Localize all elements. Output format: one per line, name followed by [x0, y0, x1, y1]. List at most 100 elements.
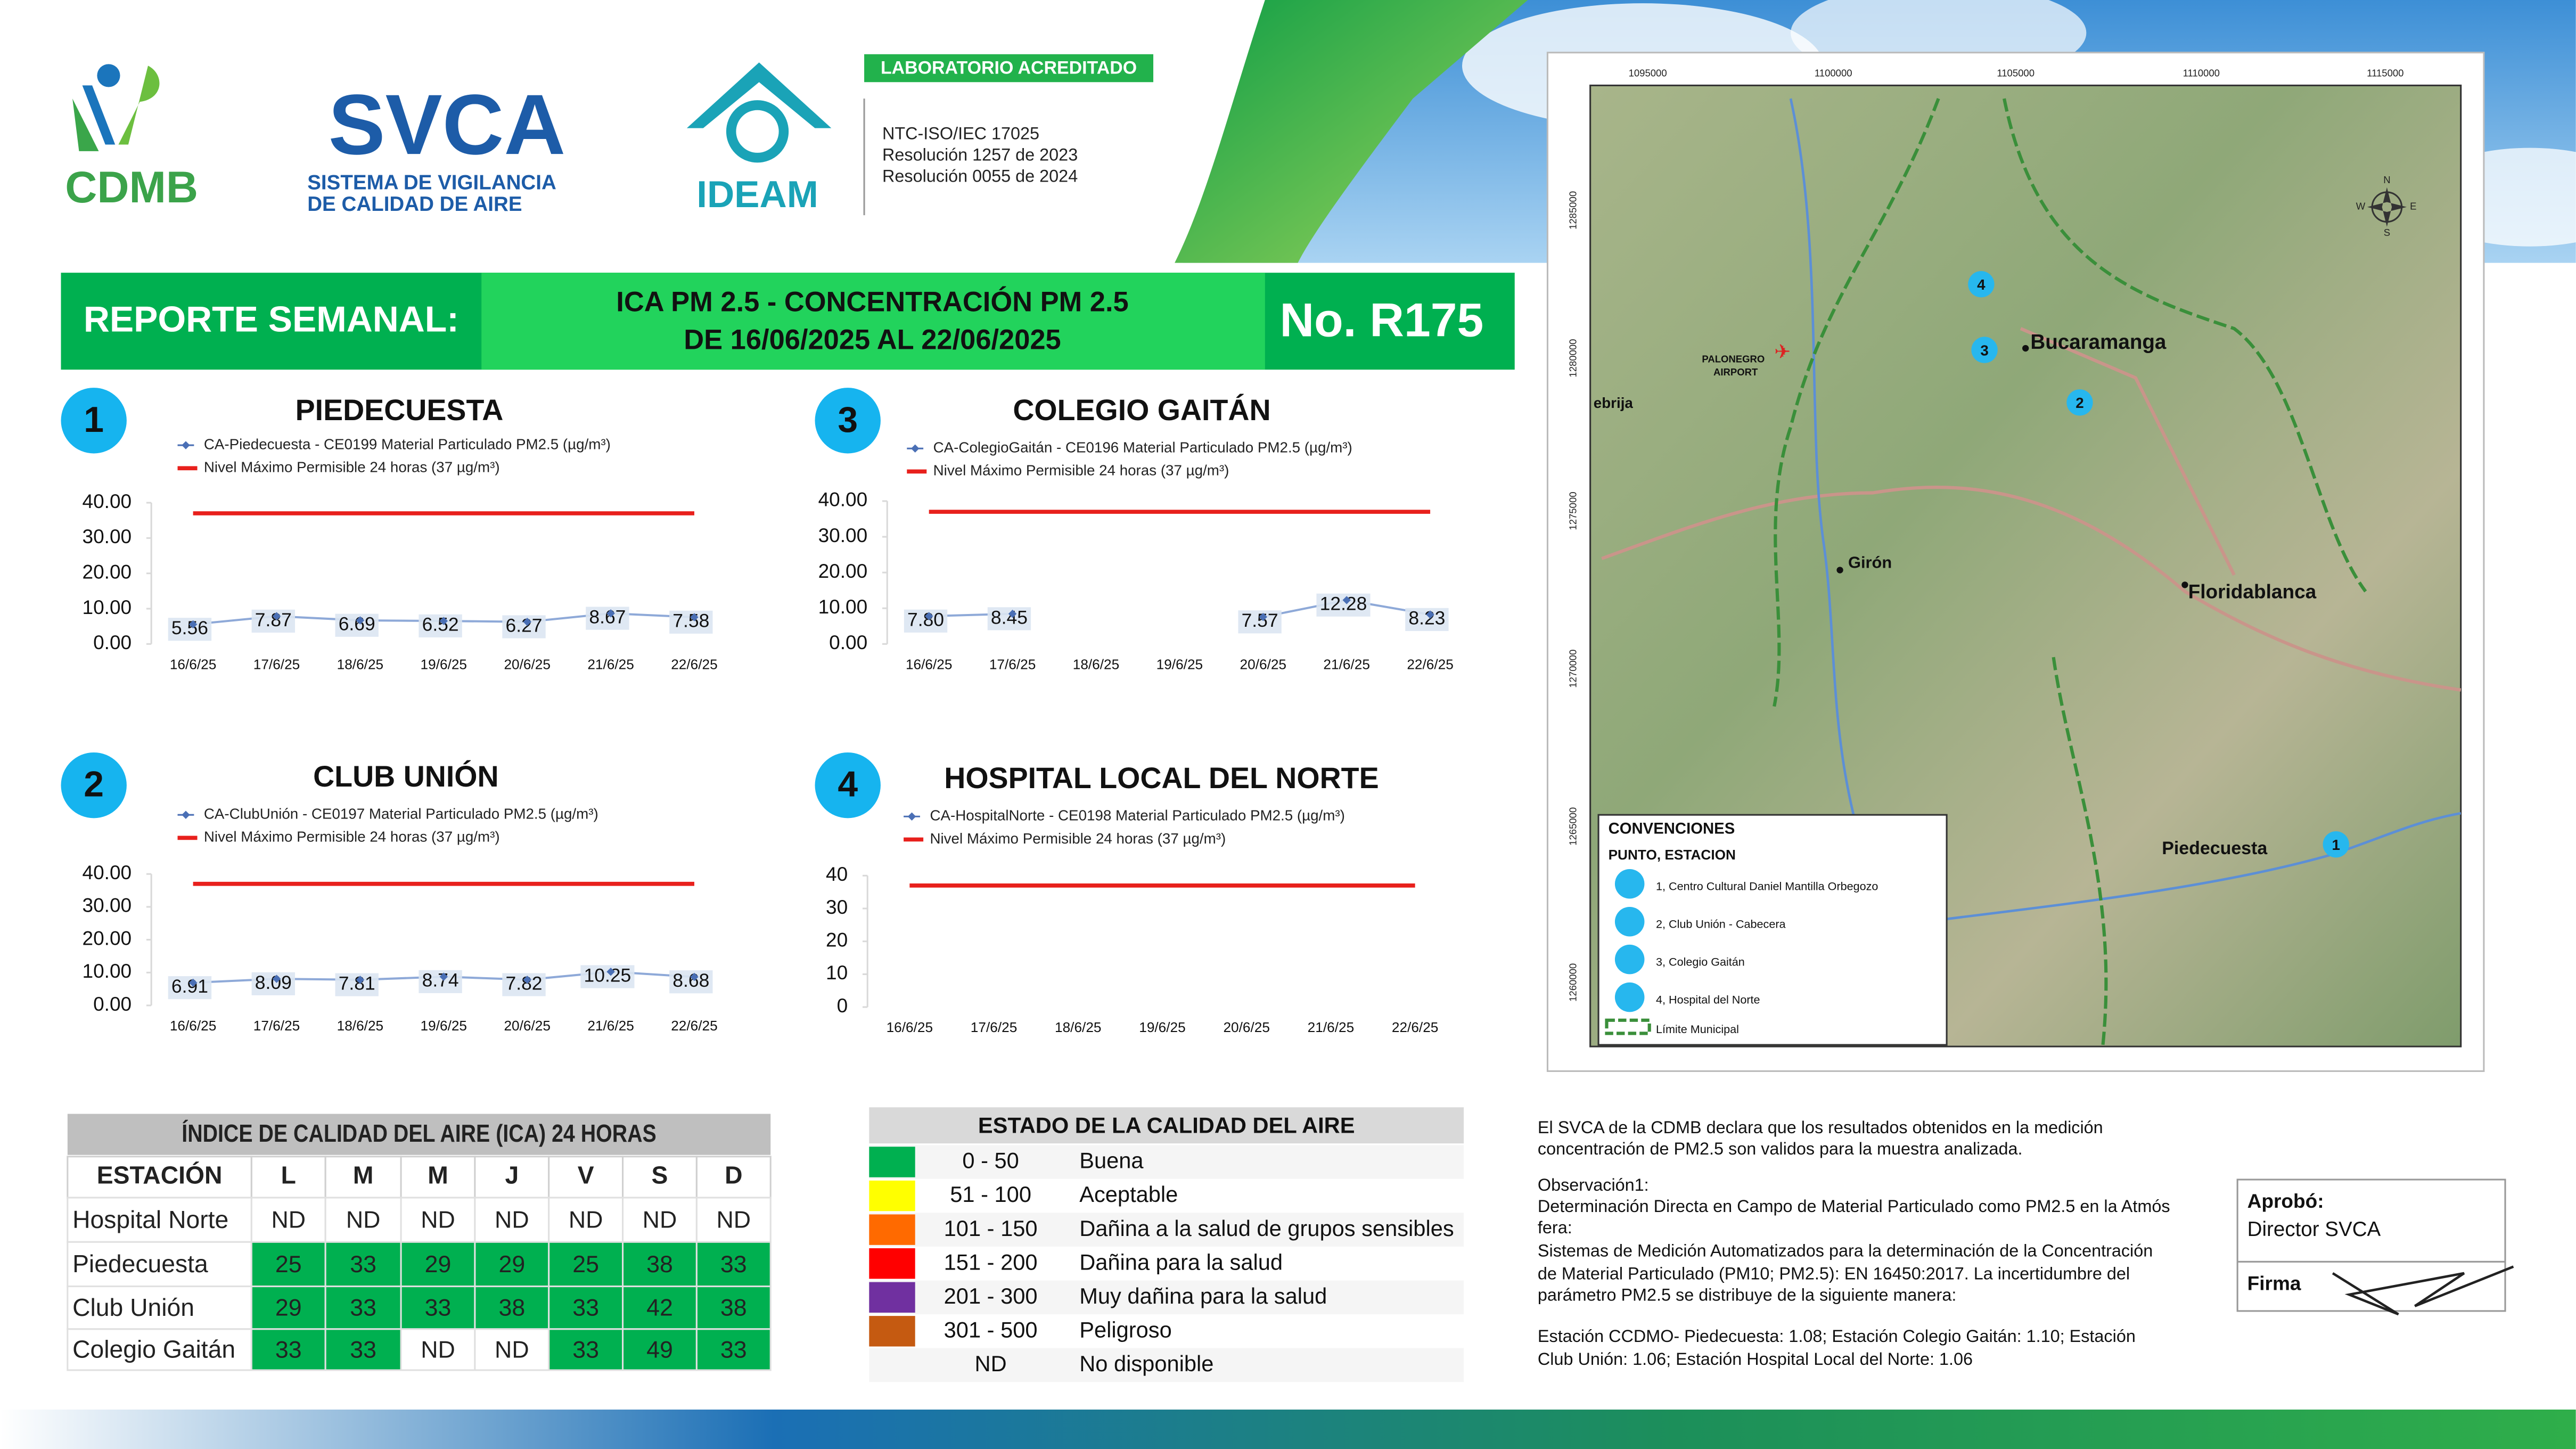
data-point [690, 613, 699, 621]
table-cell [474, 1197, 550, 1243]
chart-badge-number: 2 [84, 765, 104, 805]
value-label-background [335, 613, 379, 637]
status-row-background [869, 1348, 1464, 1382]
compass-letter: N [2383, 174, 2390, 185]
banner-title: ICA PM 2.5 - CONCENTRACIÓN PM 2.5 [616, 287, 1128, 318]
signature [2332, 1265, 2514, 1316]
map-x-coordinate: 1110000 [2183, 68, 2220, 79]
station-marker [2066, 389, 2093, 416]
header-cell-text: S [652, 1161, 668, 1189]
map-legend [1597, 814, 1948, 1046]
line-chart: 1 PIEDECUESTA CA-Piedecuesta - CE0199 Mate… [61, 388, 718, 672]
ica-value: 38 [646, 1251, 673, 1278]
chart-title: HOSPITAL LOCAL DEL NORTE [944, 762, 1379, 795]
y-tick-label: 0.00 [829, 631, 867, 653]
data-point [523, 976, 531, 984]
legend-label: Nivel Máximo Permisible 24 horas (37 µg/… [204, 459, 500, 476]
compass-letter: W [2356, 201, 2366, 212]
value-label: 7.87 [255, 609, 292, 631]
value-label-background [1238, 610, 1282, 634]
ica-value: ND [569, 1207, 603, 1233]
value-label-background [1316, 593, 1371, 617]
note-line: Sistemas de Medición Automatizados para … [1538, 1241, 2153, 1260]
chart-badge-number: 4 [838, 765, 858, 805]
table-cell [548, 1197, 624, 1243]
header-cell [695, 1156, 772, 1199]
value-label-background [586, 607, 629, 630]
map-legend-item: 1, Centro Cultural Daniel Mantilla Orbeg… [1656, 880, 1878, 893]
table-title: ESTADO DE LA CALIDAD DEL AIRE [978, 1112, 1355, 1137]
municipal-boundary [2003, 98, 2367, 1047]
map-y-coordinate: 1280000 [1568, 339, 1579, 378]
value-label-background [168, 976, 212, 1000]
note-line: parámetro PM2.5 se distribuye de la sigu… [1538, 1286, 1956, 1305]
compass [2367, 187, 2407, 227]
logo-shape [686, 62, 832, 128]
ica-value: 29 [275, 1295, 302, 1321]
table-cell [622, 1328, 698, 1371]
x-tick-label: 22/6/25 [671, 1018, 717, 1034]
footer-bar [0, 1409, 2576, 1449]
status-color [869, 1147, 915, 1177]
map-y-coordinate: 1285000 [1568, 191, 1579, 230]
value-label-background [580, 965, 635, 988]
status-label: Aceptable [1079, 1182, 1178, 1207]
status-color [869, 1282, 915, 1313]
value-label-background [335, 973, 379, 996]
legend-station-marker [1614, 982, 1645, 1012]
status-row-background [869, 1145, 1464, 1179]
y-tick-label: 40.00 [82, 490, 132, 512]
compass-star [2367, 187, 2407, 227]
station-marker [1971, 337, 1998, 363]
map-y-coordinate: 1260000 [1568, 963, 1579, 1002]
y-tick-label: 40 [826, 863, 848, 885]
status-row-background [869, 1246, 1464, 1281]
value-label-background [168, 618, 212, 641]
value-label: 8.09 [255, 972, 292, 993]
note-line: El SVCA de la CDMB declara que los resul… [1538, 1118, 2103, 1137]
boundary-swatch [1605, 1018, 1651, 1035]
ica-value: ND [421, 1207, 455, 1233]
ica-value: ND [717, 1207, 751, 1233]
data-point [272, 612, 281, 620]
table-cell [324, 1197, 402, 1243]
logo-shape [726, 100, 789, 163]
accreditation-text: NTC-ISO/IEC 17025 [882, 124, 1039, 143]
legend-label: Nivel Máximo Permisible 24 horas (37 µg/… [204, 829, 500, 845]
value-label: 8.23 [1408, 608, 1445, 629]
station-number: 3 [1980, 342, 1988, 359]
status-color [869, 1248, 915, 1279]
x-tick-label: 18/6/25 [1055, 1019, 1101, 1035]
table-cell [622, 1241, 698, 1288]
map-x-coordinate: 1095000 [1629, 68, 1667, 79]
ica-value: 33 [572, 1337, 599, 1363]
line-chart: 3 COLEGIO GAITÁN CA-ColegioGaitán - CE0196… [815, 388, 1454, 672]
data-point [188, 978, 198, 987]
header-cell-text: L [281, 1161, 296, 1189]
value-label: 7.81 [339, 972, 375, 994]
chart-title: CLUB UNIÓN [313, 760, 499, 793]
banner-title: DE 16/06/2025 AL 22/06/2025 [684, 325, 1061, 356]
header-cell [622, 1156, 698, 1199]
data-point [188, 620, 198, 629]
ideam-logo-text: IDEAM [696, 174, 818, 216]
map-place-label: Piedecuesta [2162, 838, 2268, 858]
station-name: Club Unión [72, 1294, 194, 1321]
data-point [1342, 596, 1351, 604]
legend-station-marker [1614, 906, 1645, 937]
chart-badge-number: 3 [838, 400, 858, 440]
chart-title: COLEGIO GAITÁN [1013, 394, 1270, 427]
y-tick-label: 30.00 [82, 894, 132, 916]
ica-value: ND [421, 1337, 455, 1363]
x-tick-label: 17/6/25 [989, 656, 1036, 672]
river [1789, 98, 1891, 921]
ica-value: ND [643, 1207, 677, 1233]
map-legend-item: Límite Municipal [1656, 1022, 1739, 1036]
status-color [869, 1316, 915, 1347]
map: 1095000 1100000 1105000 1110000 1115000 12850… [1546, 52, 2485, 1072]
status-label: Peligroso [1079, 1317, 1172, 1342]
y-tick-label: 30.00 [82, 525, 132, 547]
y-tick-label: 10.00 [818, 595, 868, 618]
value-label-background [1405, 608, 1449, 631]
lab-badge-text: LABORATORIO ACREDITADO [881, 58, 1137, 78]
